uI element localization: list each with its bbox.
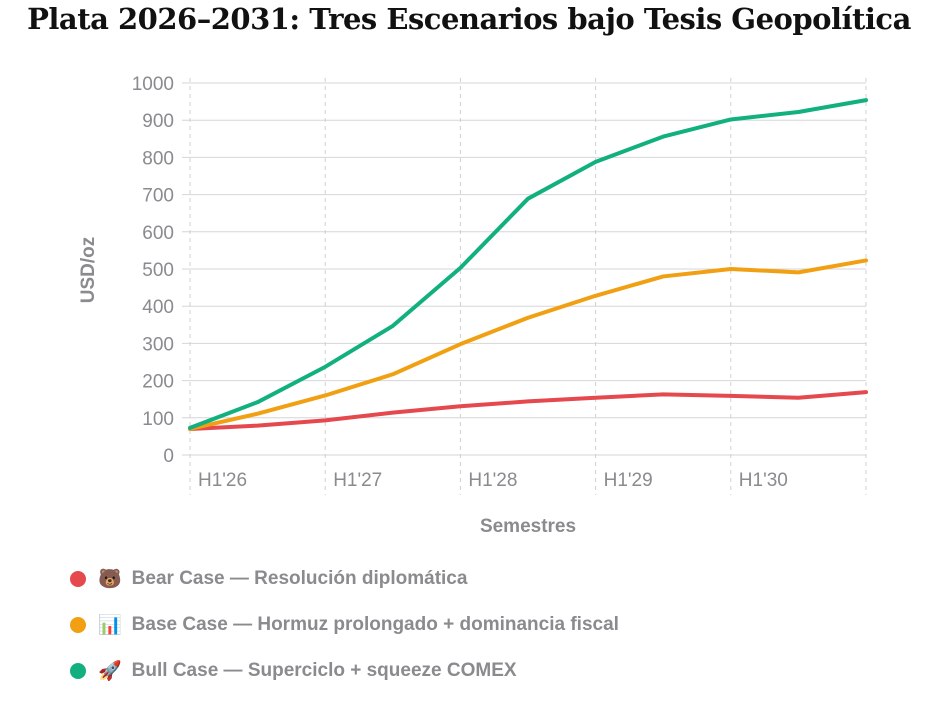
series-line-bear <box>188 390 868 431</box>
y-tick-label: 500 <box>142 260 174 281</box>
legend-dot-icon <box>70 663 86 679</box>
x-tick-label: H1'30 <box>739 470 788 491</box>
x-tick-label: H1'26 <box>198 470 247 491</box>
y-tick-label: 700 <box>142 186 174 207</box>
legend-emoji-icon: 🐻 <box>98 569 122 590</box>
legend: 🐻 Bear Case — Resolución diplomática 📊 Base… <box>70 556 619 694</box>
legend-label: Bull Case — Superciclo + squeeze COMEX <box>131 660 517 681</box>
x-tick-label: H1'27 <box>333 470 382 491</box>
y-tick-label: 0 <box>163 446 174 467</box>
y-tick-label: 600 <box>142 223 174 244</box>
legend-label: Bear Case — Resolución diplomática <box>131 568 468 589</box>
y-tick-label: 100 <box>142 409 174 430</box>
y-tick-label: 200 <box>142 372 174 393</box>
legend-emoji-icon: 🚀 <box>98 661 122 682</box>
line-chart: 0 100 200 300 400 500 600 700 800 900 1000 H1'26 H1'… <box>78 74 868 537</box>
legend-item[interactable]: 🚀 Bull Case — Superciclo + squeeze COMEX <box>70 648 619 694</box>
legend-label: Base Case — Hormuz prolongado + dominanc… <box>131 614 619 635</box>
y-tick-label: 900 <box>142 111 174 132</box>
y-tick-label: 400 <box>142 297 174 318</box>
chart-title: Plata 2026–2031: Tres Escenarios bajo Te… <box>27 2 911 36</box>
y-tick-label: 1000 <box>132 74 174 95</box>
legend-dot-icon <box>70 571 86 587</box>
x-axis-title: Semestres <box>480 516 576 537</box>
y-tick-label: 300 <box>142 334 174 355</box>
legend-item[interactable]: 🐻 Bear Case — Resolución diplomática <box>70 556 619 602</box>
legend-dot-icon <box>70 617 86 633</box>
y-axis-title: USD/oz <box>78 237 99 304</box>
legend-item[interactable]: 📊 Base Case — Hormuz prolongado + dominan… <box>70 602 619 648</box>
x-tick-label: H1'28 <box>468 470 517 491</box>
legend-emoji-icon: 📊 <box>98 615 122 636</box>
series-line-base <box>188 258 868 431</box>
x-tick-label: H1'29 <box>604 470 653 491</box>
y-tick-label: 800 <box>142 148 174 169</box>
series-line-bull <box>188 98 868 430</box>
